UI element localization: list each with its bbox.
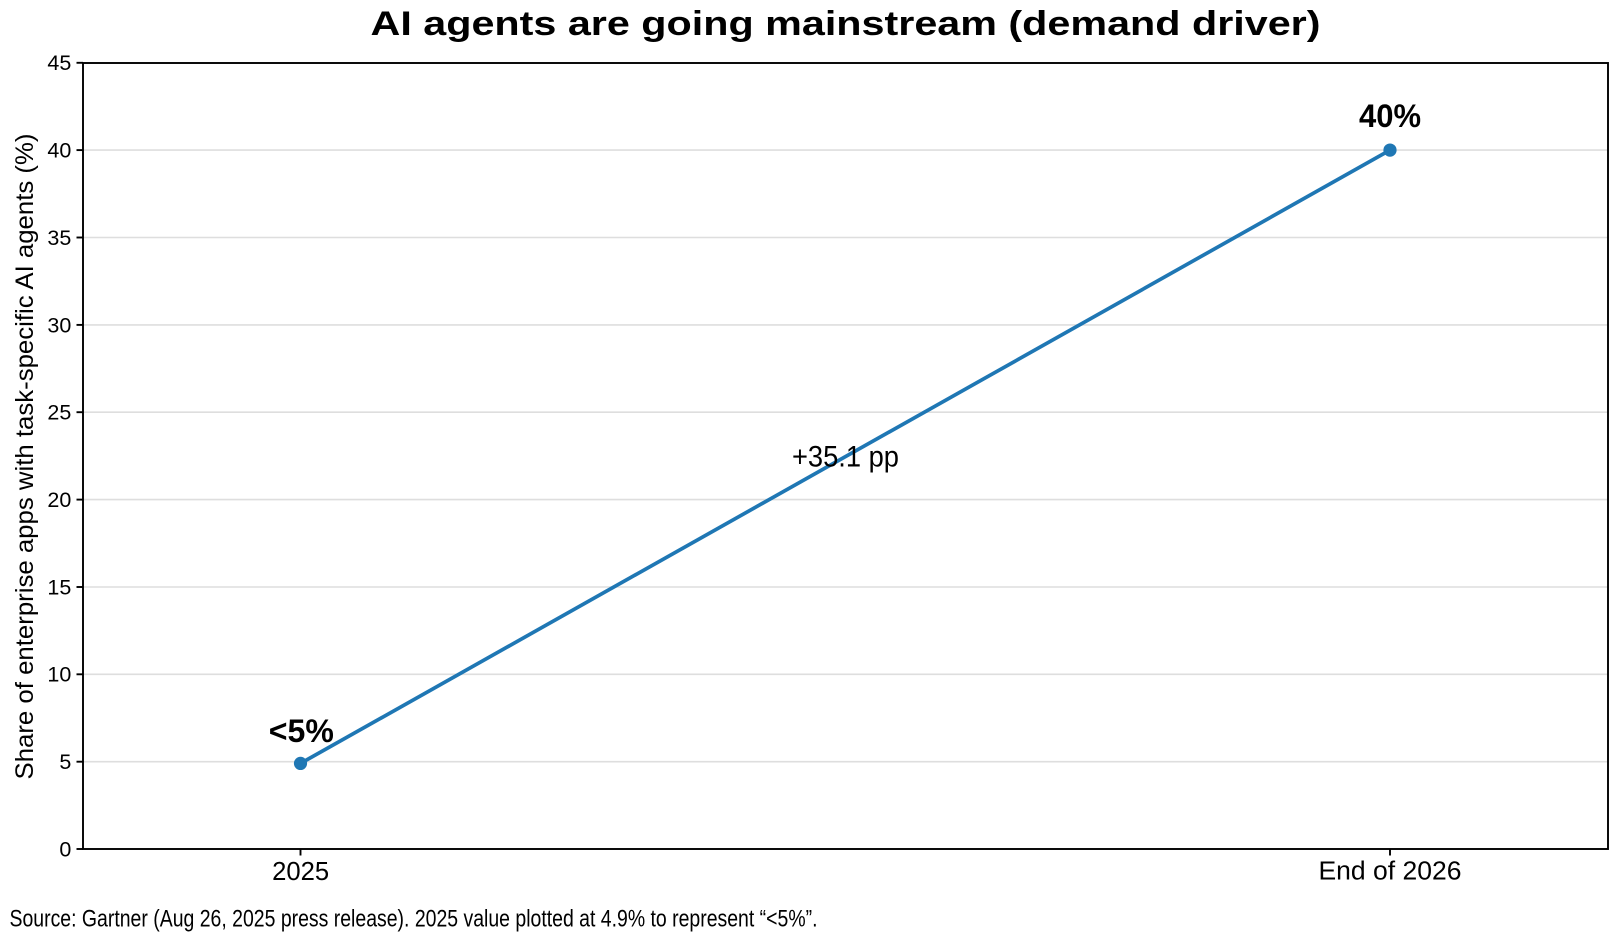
svg-text:30: 30 — [47, 313, 71, 337]
svg-text:40%: 40% — [1359, 98, 1421, 134]
svg-text:25: 25 — [47, 401, 71, 425]
svg-text:2025: 2025 — [272, 858, 329, 886]
svg-text:End of 2026: End of 2026 — [1319, 858, 1462, 886]
svg-text:20: 20 — [47, 488, 71, 512]
svg-text:0: 0 — [59, 837, 71, 861]
svg-text:AI agents are going mainstream: AI agents are going mainstream (demand d… — [371, 5, 1321, 43]
svg-text:45: 45 — [47, 51, 71, 75]
svg-text:40: 40 — [47, 139, 71, 163]
svg-text:+35.1 pp: +35.1 pp — [792, 441, 899, 474]
svg-text:Source: Gartner (Aug 26, 2025: Source: Gartner (Aug 26, 2025 press rele… — [10, 905, 818, 932]
svg-text:15: 15 — [47, 575, 71, 599]
svg-text:35: 35 — [47, 226, 71, 250]
svg-text:5: 5 — [59, 750, 71, 774]
svg-text:10: 10 — [47, 663, 71, 687]
svg-text:Share of enterprise apps with: Share of enterprise apps with task-speci… — [11, 134, 39, 780]
svg-text:<5%: <5% — [269, 713, 334, 749]
